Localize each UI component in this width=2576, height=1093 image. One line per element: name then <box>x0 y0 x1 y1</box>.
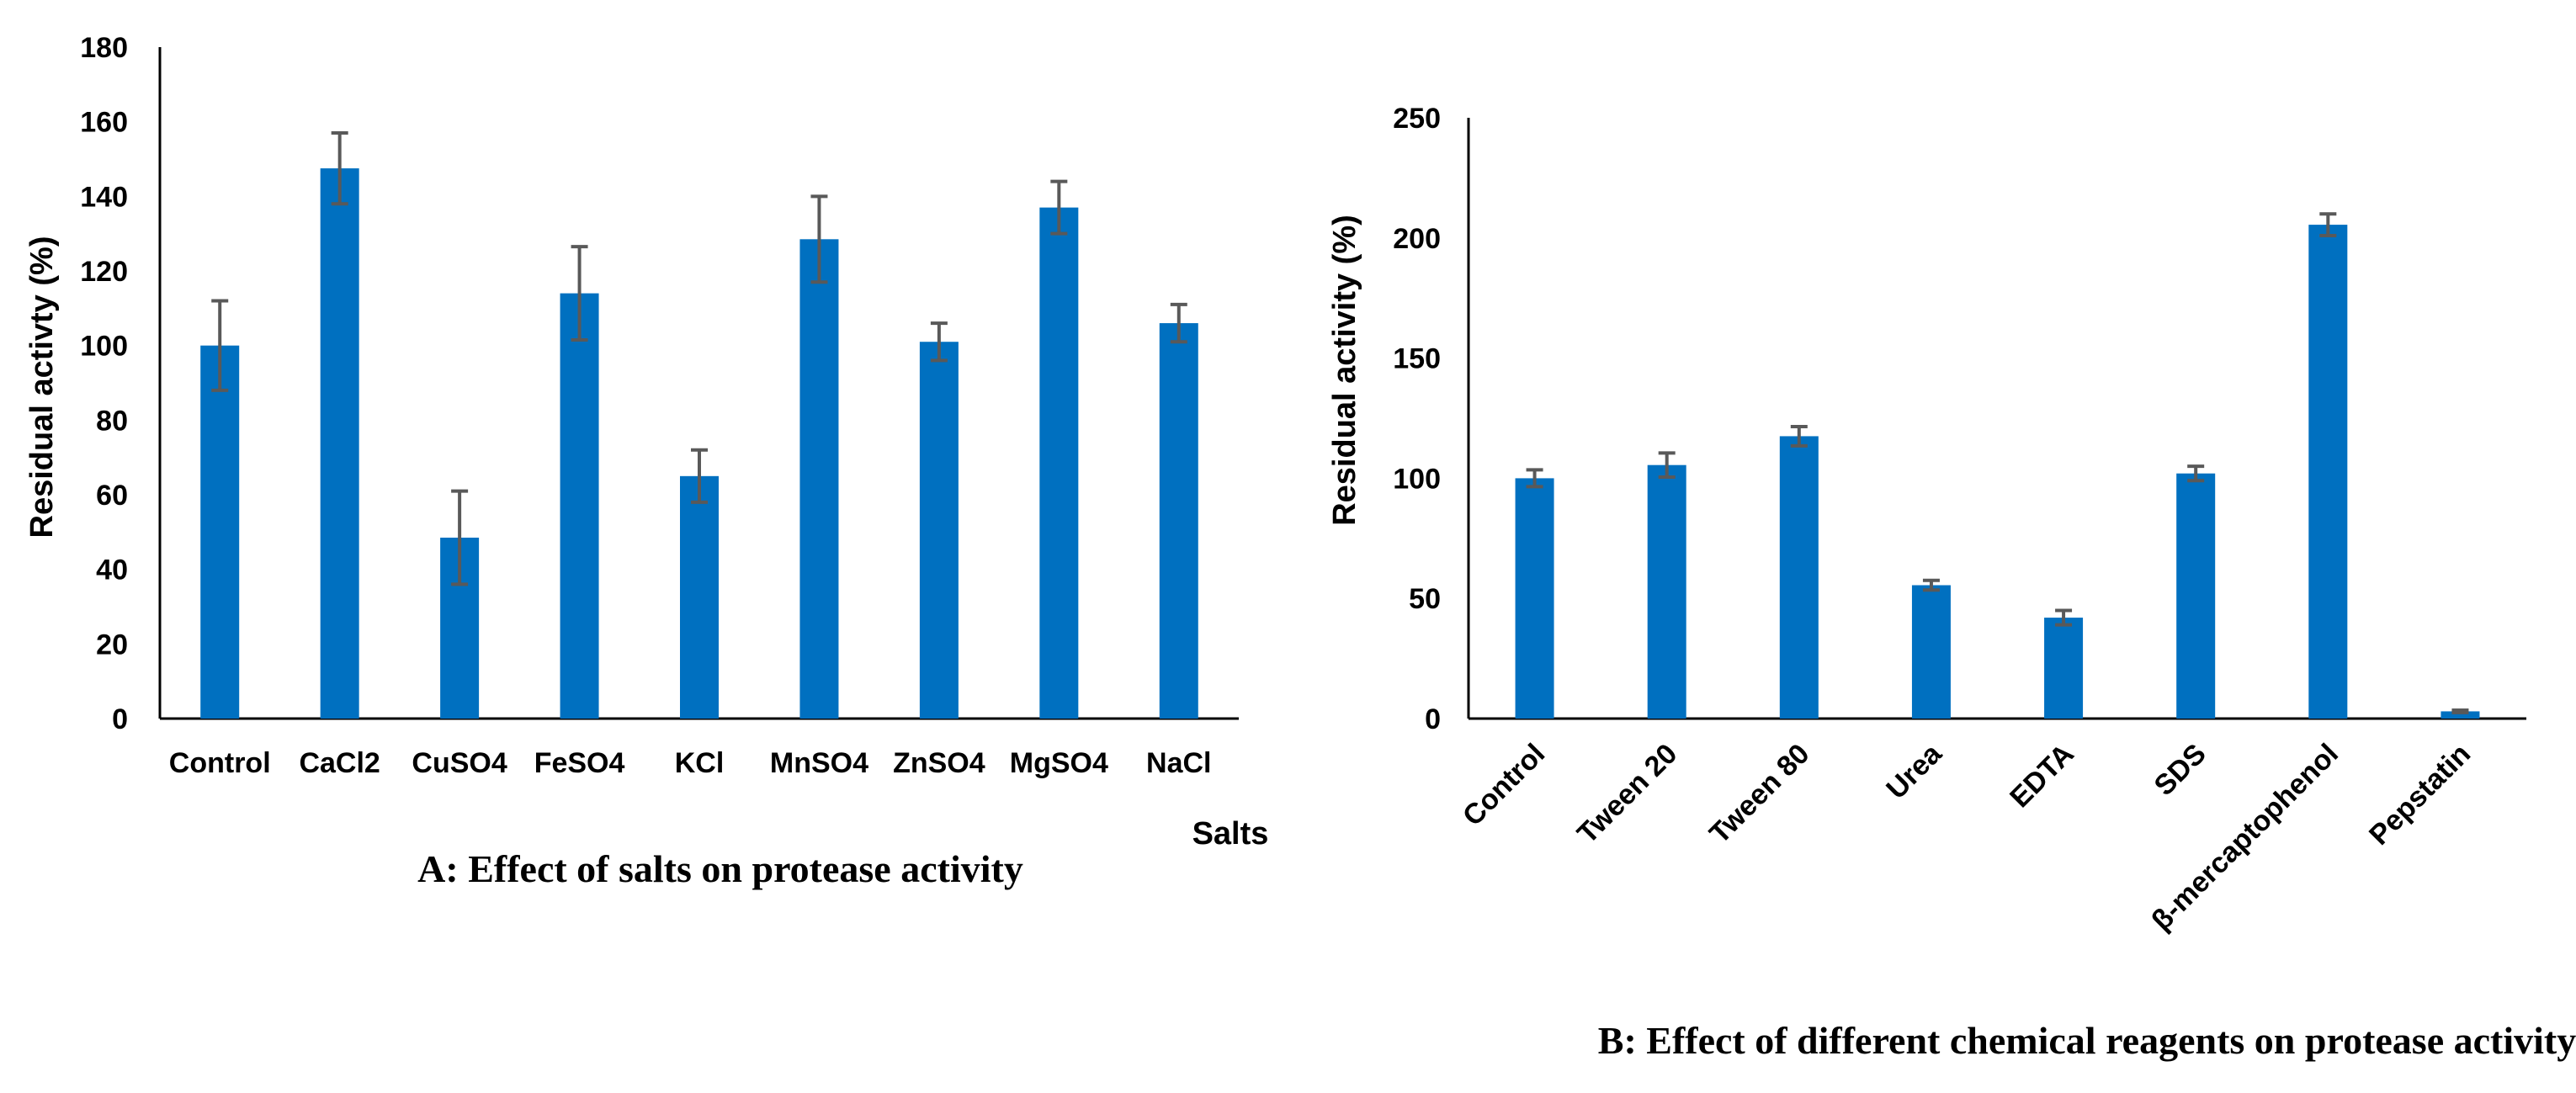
chart-b-bar <box>2441 711 2480 719</box>
chart-a-y-tick-label: 40 <box>96 554 128 586</box>
chart-b-x-tick-label: Pepstatin <box>2363 738 2477 852</box>
chart-b-y-tick-label: 250 <box>1393 103 1441 135</box>
chart-b-y-tick-label: 50 <box>1409 583 1441 615</box>
chart-b-y-tick-label: 150 <box>1393 343 1441 375</box>
chart-a-x-tick-label: FeSO4 <box>534 747 625 779</box>
chart-a-x-tick-label: MgSO4 <box>1010 747 1108 779</box>
chart-b-x-tick-label: Tween 80 <box>1703 738 1815 850</box>
chart-a-x-tick-label: ZnSO4 <box>893 747 985 779</box>
chart-b-bar <box>2176 473 2216 719</box>
chart-a-marks: 0 20 40 60 80 100 120 140 160 180 Control CaCl2 CuSO… <box>80 32 1211 779</box>
chart-a-y-tick-label: 180 <box>80 32 128 64</box>
chart-b-x-tick-label: EDTA <box>2004 738 2080 814</box>
chart-a-y-tick-label: 100 <box>80 331 128 363</box>
chart-a-x-tick-label: CaCl2 <box>299 747 380 779</box>
chart-a: 0 20 40 60 80 100 120 140 160 180 Control CaCl2 CuSO… <box>24 32 1268 890</box>
chart-b-y-tick-label: 100 <box>1393 463 1441 495</box>
chart-b-y-axis-title: Residual activity (%) <box>1327 215 1362 526</box>
chart-a-bar <box>799 239 839 719</box>
chart-b-x-tick-label: Control <box>1457 738 1551 832</box>
chart-b-bar <box>2044 618 2084 719</box>
chart-a-y-tick-label: 120 <box>80 256 128 288</box>
chart-a-x-tick-label: NaCl <box>1146 747 1211 779</box>
chart-b-bar <box>1779 436 1819 719</box>
chart-a-x-tick-label: KCl <box>675 747 725 779</box>
chart-a-bar <box>1039 207 1079 719</box>
chart-a-bar <box>919 342 959 719</box>
chart-a-x-tick-label: CuSO4 <box>412 747 507 779</box>
chart-a-x-tick-label: MnSO4 <box>770 747 868 779</box>
chart-b-bar <box>2308 225 2348 719</box>
chart-a-bar <box>680 475 719 719</box>
chart-a-x-tick-label: Control <box>169 747 271 779</box>
chart-a-x-axis-title: Salts <box>1192 816 1269 852</box>
chart-b-bar <box>1911 585 1951 719</box>
chart-a-caption: A: Effect of salts on protease activity <box>417 847 1023 890</box>
chart-b-x-tick-label: SDS <box>2148 738 2212 802</box>
chart-a-y-tick-label: 0 <box>112 703 128 735</box>
chart-b-bar <box>1647 464 1686 719</box>
chart-b-caption: B: Effect of different chemical reagents… <box>1598 1019 2576 1062</box>
chart-a-bar <box>1159 323 1198 719</box>
chart-b: 0 50 100 150 200 250 Control Tween 20 Tween 80 Ur… <box>1327 103 2576 1062</box>
chart-b-y-tick-label: 0 <box>1425 703 1441 735</box>
chart-b-bar <box>1515 478 1554 719</box>
chart-a-bar <box>200 345 240 719</box>
chart-b-x-tick-label: Tween 20 <box>1571 738 1683 850</box>
chart-a-y-tick-label: 20 <box>96 629 128 661</box>
chart-a-y-tick-label: 140 <box>80 181 128 213</box>
chart-a-bar <box>560 293 599 719</box>
chart-b-marks: 0 50 100 150 200 250 Control Tween 20 Tween 80 Ur… <box>1393 103 2480 936</box>
chart-a-y-tick-label: 60 <box>96 480 128 512</box>
chart-a-bar <box>320 168 359 719</box>
chart-b-y-tick-label: 200 <box>1393 223 1441 255</box>
chart-a-y-tick-label: 160 <box>80 107 128 139</box>
chart-a-y-tick-label: 80 <box>96 405 128 437</box>
chart-b-x-tick-label: Urea <box>1880 737 1948 805</box>
chart-a-y-axis-title: Residual activty (%) <box>24 236 60 539</box>
